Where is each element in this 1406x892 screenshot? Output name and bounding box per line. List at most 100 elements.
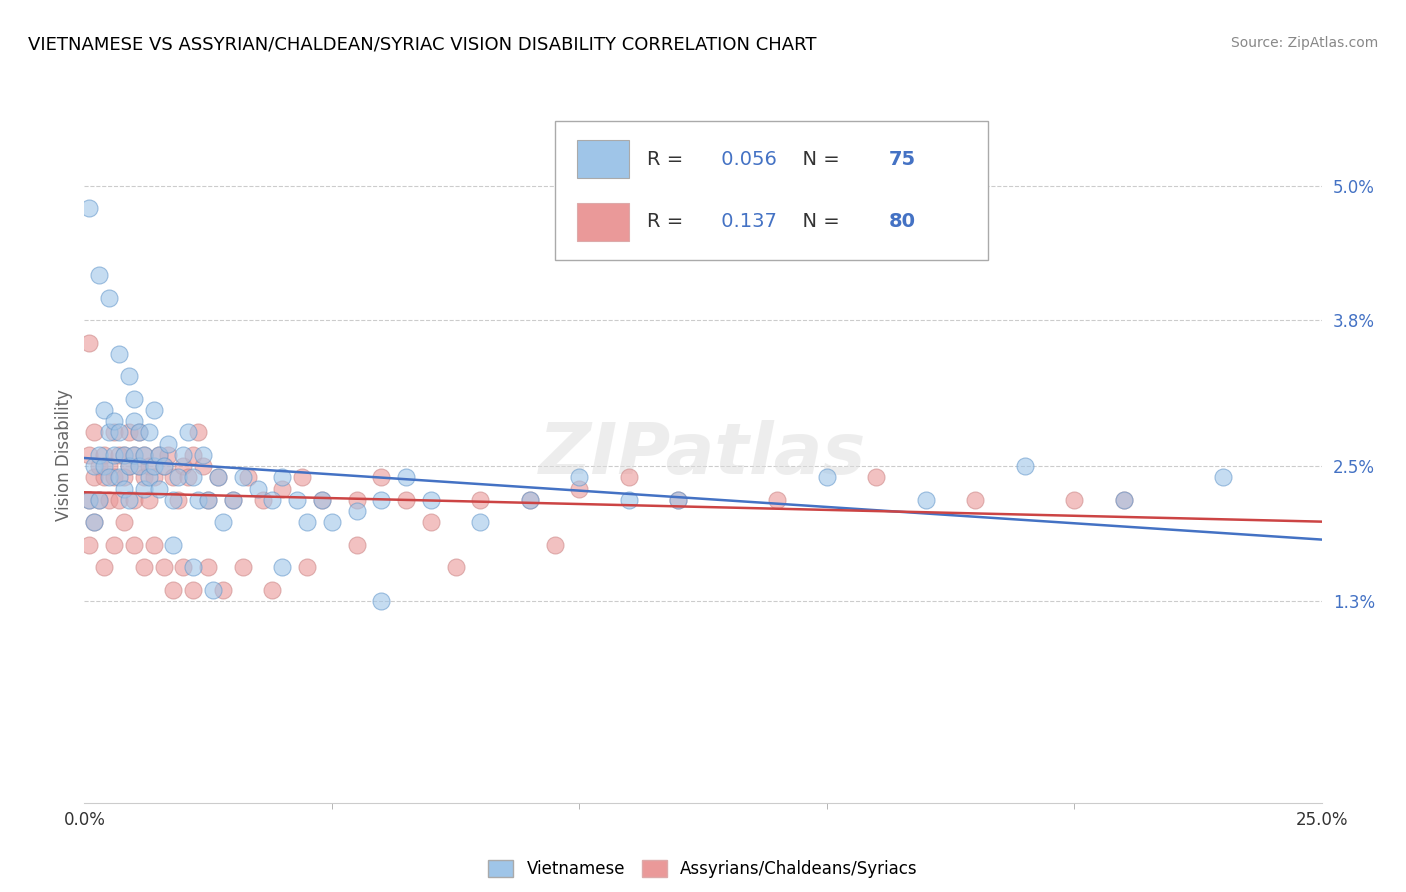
Point <box>162 582 184 597</box>
Point <box>346 504 368 518</box>
Point <box>346 492 368 507</box>
Point <box>118 369 141 384</box>
FancyBboxPatch shape <box>554 121 987 260</box>
Point <box>89 459 111 474</box>
Text: VIETNAMESE VS ASSYRIAN/CHALDEAN/SYRIAC VISION DISABILITY CORRELATION CHART: VIETNAMESE VS ASSYRIAN/CHALDEAN/SYRIAC V… <box>28 36 817 54</box>
Point <box>271 470 294 484</box>
Point <box>132 482 155 496</box>
Point <box>177 470 200 484</box>
Point <box>138 459 160 474</box>
Point <box>142 470 165 484</box>
Point <box>262 582 284 597</box>
Point <box>93 560 115 574</box>
Point <box>212 515 235 529</box>
Point <box>89 268 111 283</box>
Point <box>285 492 308 507</box>
Text: Source: ZipAtlas.com: Source: ZipAtlas.com <box>1230 36 1378 50</box>
Point <box>212 582 235 597</box>
Text: 80: 80 <box>889 212 915 231</box>
Point <box>148 482 170 496</box>
Text: ZIPatlas: ZIPatlas <box>540 420 866 490</box>
Point <box>370 594 392 608</box>
Point <box>172 448 194 462</box>
Point <box>148 448 170 462</box>
Point <box>79 538 101 552</box>
Point <box>152 459 174 474</box>
Point <box>666 492 689 507</box>
Point <box>157 448 180 462</box>
Text: 0.137: 0.137 <box>716 212 778 231</box>
Point <box>181 560 204 574</box>
Point <box>108 470 131 484</box>
Point <box>191 448 214 462</box>
Point <box>295 560 318 574</box>
Point <box>187 425 209 440</box>
Point <box>83 425 105 440</box>
Point <box>172 459 194 474</box>
Point <box>167 470 190 484</box>
Point <box>172 560 194 574</box>
Point <box>311 492 333 507</box>
Text: 0.056: 0.056 <box>716 150 778 169</box>
Point <box>103 538 125 552</box>
Point <box>103 470 125 484</box>
Point <box>98 492 121 507</box>
Point <box>132 470 155 484</box>
Point <box>444 560 467 574</box>
Point <box>157 436 180 450</box>
Point <box>181 582 204 597</box>
Point <box>118 459 141 474</box>
Point <box>222 492 245 507</box>
Point <box>122 448 145 462</box>
Point <box>128 459 150 474</box>
Point <box>395 492 418 507</box>
Point <box>236 470 259 484</box>
Point <box>202 582 225 597</box>
Point <box>83 515 105 529</box>
Point <box>1063 492 1085 507</box>
Point <box>103 425 125 440</box>
Point <box>162 538 184 552</box>
Point <box>395 470 418 484</box>
Point <box>138 492 160 507</box>
Text: N =: N = <box>790 150 845 169</box>
Point <box>89 492 111 507</box>
Text: R =: R = <box>647 150 690 169</box>
Point <box>162 470 184 484</box>
Point <box>207 470 229 484</box>
Point <box>122 392 145 406</box>
Point <box>93 403 115 417</box>
Point <box>543 538 565 552</box>
Point <box>98 425 121 440</box>
Point <box>122 492 145 507</box>
Point <box>617 470 640 484</box>
Point <box>138 470 160 484</box>
Point <box>1014 459 1036 474</box>
Point <box>128 425 150 440</box>
Point <box>311 492 333 507</box>
Point <box>112 448 135 462</box>
Point <box>103 414 125 428</box>
Point <box>138 425 160 440</box>
Point <box>83 515 105 529</box>
Point <box>617 492 640 507</box>
Text: N =: N = <box>790 212 845 231</box>
Point <box>370 492 392 507</box>
Point <box>370 470 392 484</box>
Point <box>98 470 121 484</box>
Point <box>470 515 492 529</box>
Point <box>142 403 165 417</box>
Point <box>93 448 115 462</box>
Y-axis label: Vision Disability: Vision Disability <box>55 389 73 521</box>
Point <box>207 470 229 484</box>
Point <box>197 492 219 507</box>
Point <box>167 492 190 507</box>
Point <box>252 492 274 507</box>
Point <box>122 448 145 462</box>
Point <box>93 459 115 474</box>
Point <box>79 335 101 350</box>
Point <box>568 470 591 484</box>
Point <box>1112 492 1135 507</box>
Point <box>346 538 368 552</box>
Point <box>122 538 145 552</box>
